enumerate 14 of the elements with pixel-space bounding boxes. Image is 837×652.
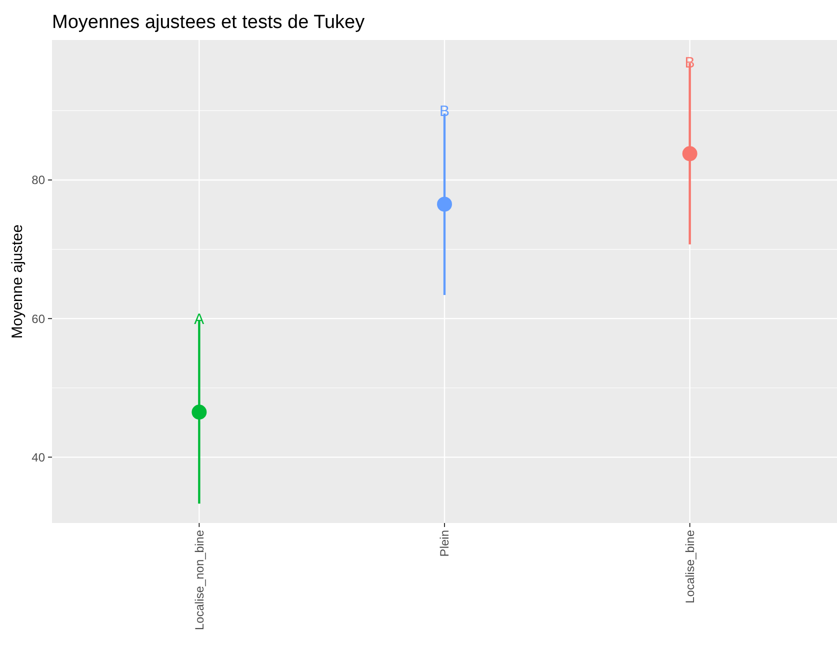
annotation: B (439, 102, 450, 120)
point (437, 196, 452, 212)
x-tick-label: Plein (438, 530, 452, 557)
y-tick-label: 60 (32, 312, 46, 326)
point (682, 146, 698, 162)
chart-title: Moyennes ajustees et tests de Tukey (52, 12, 366, 33)
x-tick-label: Localise_non_bine (192, 530, 206, 630)
point (192, 404, 207, 420)
y-tick-label: 80 (32, 173, 46, 188)
annotation: A (194, 310, 204, 328)
y-axis-title: Moyenne ajustee (9, 224, 26, 339)
annotation: B (684, 54, 695, 72)
y-tick-label: 40 (32, 450, 46, 464)
x-tick-label: Localise_bine (683, 530, 698, 604)
